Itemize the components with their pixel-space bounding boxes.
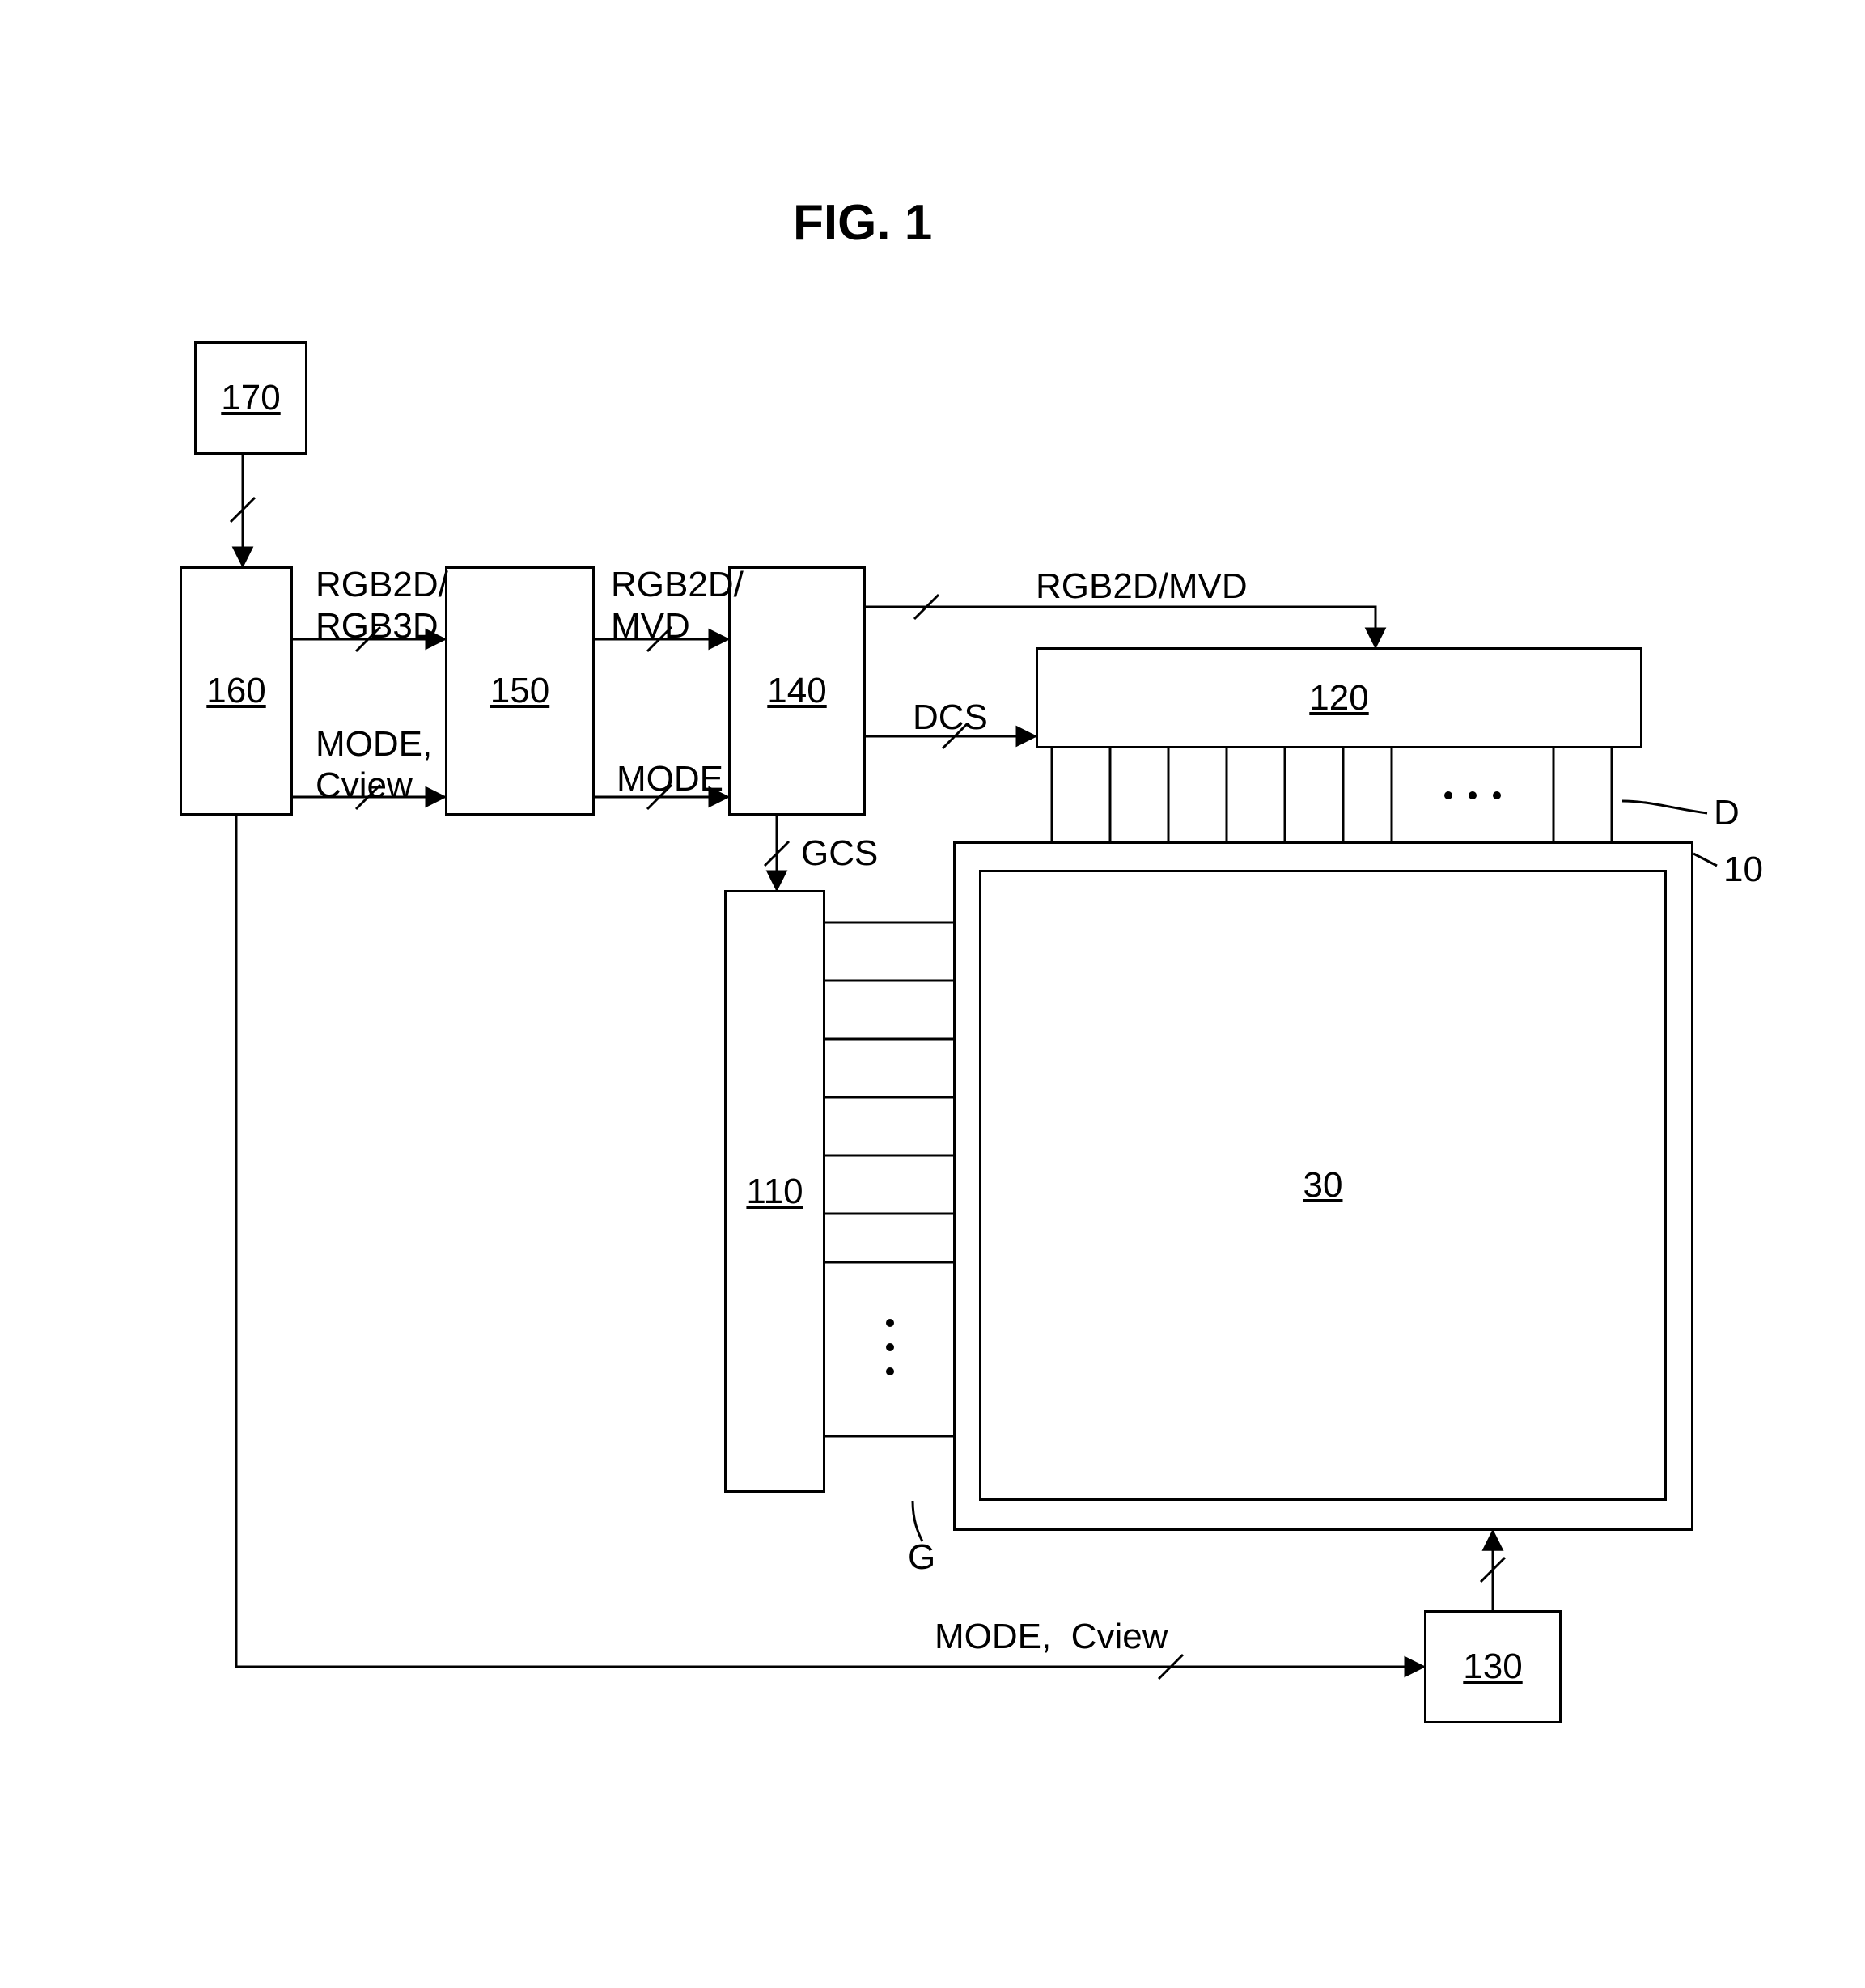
block-110-label: 110	[746, 1172, 803, 1212]
label-g: G	[908, 1537, 935, 1579]
label-d: D	[1714, 793, 1740, 834]
block-140: 140	[728, 566, 866, 816]
label-dcs: DCS	[913, 697, 988, 739]
leader-d	[1622, 801, 1707, 813]
label-mode-cview-2: MODE, Cview	[935, 1617, 1168, 1658]
label-rgb2d-mvd-2: RGB2D/MVD	[1036, 566, 1248, 608]
label-rgb2d-rgb3d: RGB2D/ RGB3D	[316, 565, 448, 646]
block-140-label: 140	[767, 671, 826, 711]
block-30: 30	[979, 870, 1667, 1501]
page: FIG. 1	[0, 0, 1865, 1988]
label-rgb2d-mvd-1: RGB2D/ MVD	[611, 565, 744, 646]
block-120-label: 120	[1309, 678, 1368, 718]
block-30-label: 30	[1303, 1165, 1343, 1206]
block-130: 130	[1424, 1610, 1562, 1723]
data-bus	[1052, 748, 1612, 841]
data-bus-dots	[1444, 791, 1501, 799]
block-170: 170	[194, 341, 307, 455]
edge-140-120-rgb	[866, 607, 1375, 647]
leader-10	[1693, 854, 1717, 866]
label-10: 10	[1723, 850, 1763, 891]
label-mode: MODE	[617, 759, 723, 800]
block-170-label: 170	[221, 378, 280, 418]
block-120: 120	[1036, 647, 1642, 748]
gate-bus-dots	[886, 1319, 894, 1375]
block-150: 150	[445, 566, 595, 816]
leader-g	[913, 1501, 922, 1541]
block-160-label: 160	[206, 671, 265, 711]
label-mode-cview-1: MODE, Cview	[316, 724, 432, 806]
block-150-label: 150	[490, 671, 549, 711]
gate-bus	[825, 922, 953, 1436]
label-gcs: GCS	[801, 833, 878, 875]
block-110: 110	[724, 890, 825, 1493]
block-160: 160	[180, 566, 293, 816]
block-130-label: 130	[1463, 1647, 1522, 1687]
